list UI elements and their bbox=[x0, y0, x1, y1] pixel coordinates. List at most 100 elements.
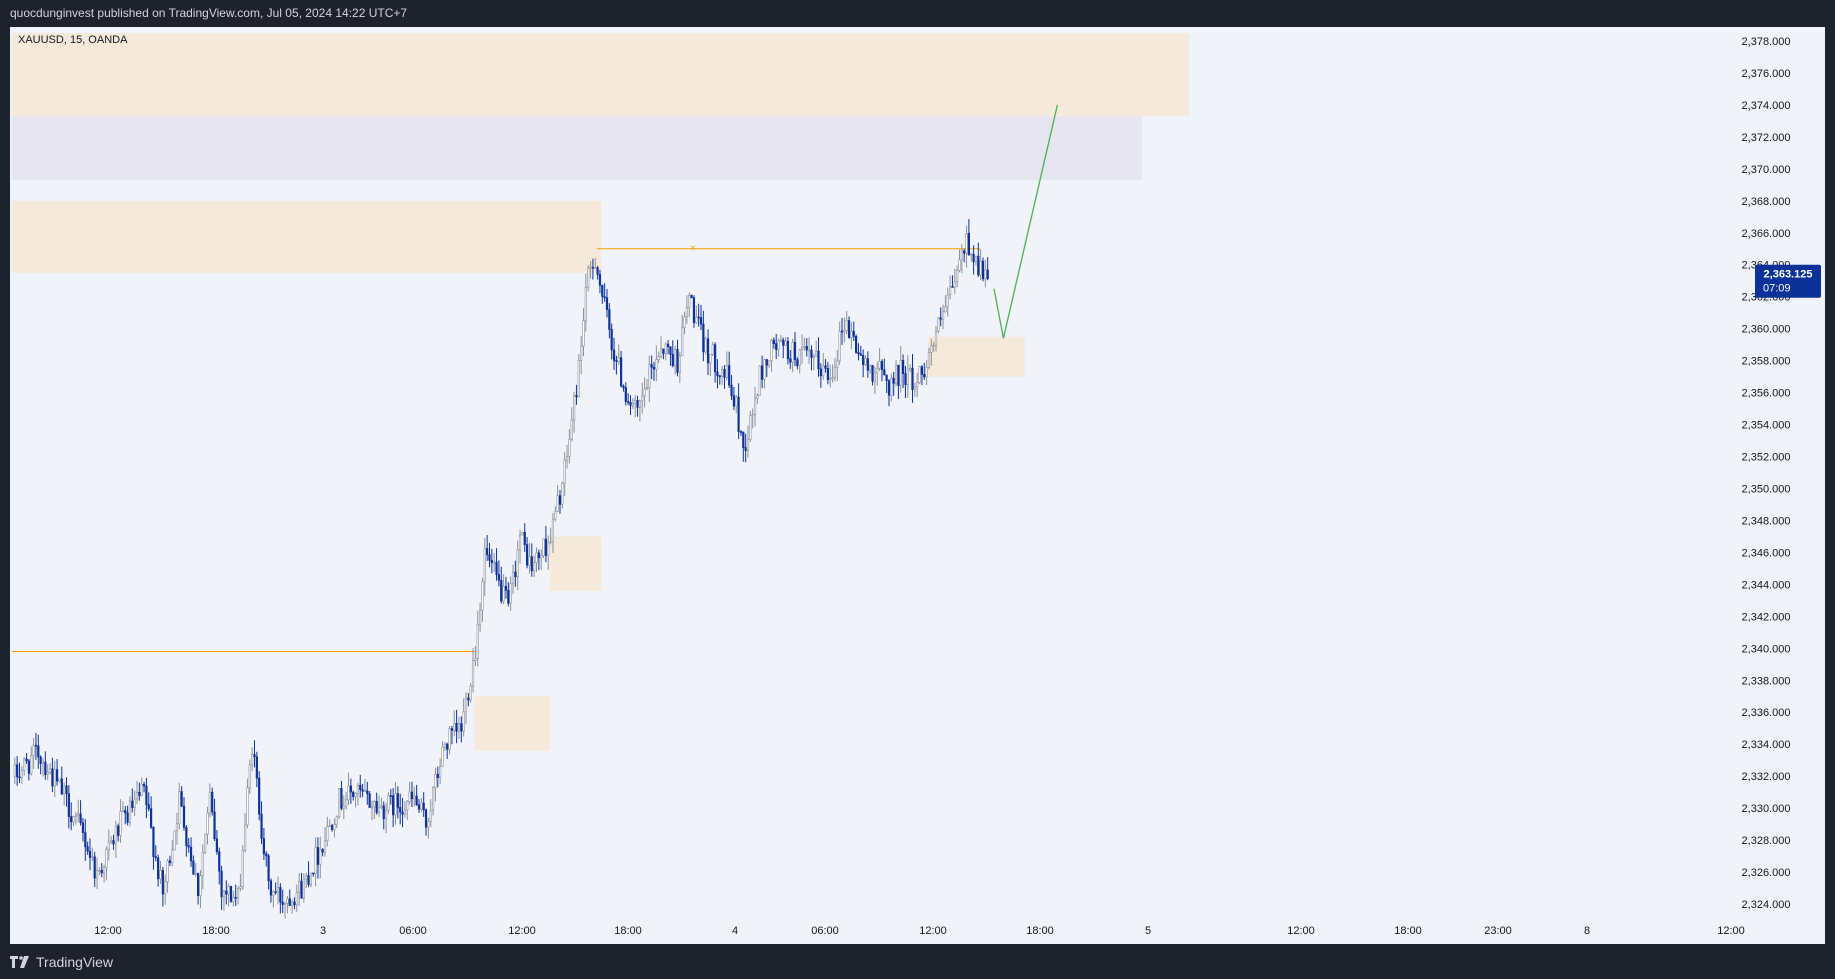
candle bbox=[981, 257, 985, 282]
candle bbox=[972, 245, 975, 275]
candle bbox=[380, 797, 383, 810]
candle bbox=[730, 375, 733, 401]
candle-body bbox=[568, 438, 571, 457]
candle-body bbox=[901, 360, 905, 374]
candle-body bbox=[920, 366, 923, 375]
candle bbox=[913, 382, 916, 397]
candle bbox=[662, 348, 665, 360]
candle bbox=[716, 359, 719, 389]
candle-body bbox=[86, 846, 89, 852]
candle-body bbox=[577, 360, 580, 398]
candle-body bbox=[709, 354, 712, 364]
candle-body bbox=[756, 395, 759, 399]
candle bbox=[756, 393, 759, 404]
candle bbox=[575, 384, 578, 405]
candle-body bbox=[241, 850, 244, 887]
candle-body bbox=[810, 349, 813, 358]
candle bbox=[166, 858, 169, 893]
candle-body bbox=[692, 297, 696, 323]
candle-body bbox=[187, 845, 190, 848]
candle bbox=[932, 341, 935, 352]
candle bbox=[892, 371, 895, 396]
candle bbox=[779, 335, 782, 343]
candle bbox=[326, 816, 329, 847]
candle-body bbox=[450, 728, 454, 731]
candle bbox=[171, 839, 174, 867]
candle bbox=[187, 838, 190, 853]
candle-body bbox=[439, 766, 442, 778]
brand-name[interactable]: TradingView bbox=[36, 953, 114, 970]
candle-body bbox=[631, 402, 634, 406]
candle-body bbox=[20, 770, 23, 778]
candle-body bbox=[793, 341, 797, 360]
candle-body bbox=[307, 875, 310, 885]
candle bbox=[974, 255, 978, 266]
time-tick-label: 18:00 bbox=[202, 925, 230, 937]
candle-body bbox=[55, 769, 59, 782]
candle bbox=[580, 336, 583, 375]
price-tick-label: 2,330.000 bbox=[1742, 803, 1791, 815]
candle bbox=[434, 767, 437, 802]
zone-2[interactable] bbox=[11, 200, 602, 273]
time-tick-label: 4 bbox=[732, 925, 738, 937]
candle bbox=[366, 781, 369, 805]
candle bbox=[408, 781, 411, 805]
candle-body bbox=[549, 541, 552, 544]
tradingview-logo-icon[interactable] bbox=[10, 955, 30, 968]
candle bbox=[871, 365, 874, 386]
candle bbox=[904, 365, 907, 399]
candle-body bbox=[446, 743, 449, 750]
candle-body bbox=[107, 841, 110, 850]
candle-body bbox=[688, 294, 691, 308]
time-tick-label: 06:00 bbox=[399, 925, 427, 937]
candle bbox=[941, 304, 945, 329]
candle-body bbox=[18, 776, 21, 779]
candle-body bbox=[723, 369, 726, 378]
candle-body bbox=[288, 898, 291, 906]
zone-5[interactable] bbox=[928, 336, 1025, 377]
zone-0[interactable] bbox=[11, 33, 1189, 117]
candle bbox=[488, 543, 491, 568]
candle-body bbox=[154, 856, 157, 859]
zone-3[interactable] bbox=[549, 536, 602, 591]
candle-body bbox=[431, 787, 435, 811]
candle-body bbox=[589, 266, 592, 269]
projection-path[interactable] bbox=[993, 104, 1059, 339]
time-tick-label: 12:00 bbox=[1287, 925, 1315, 937]
candle-body bbox=[464, 697, 468, 713]
candle bbox=[878, 348, 881, 372]
candle-body bbox=[737, 396, 740, 432]
candle bbox=[274, 882, 277, 895]
candle bbox=[81, 817, 85, 842]
candle bbox=[739, 430, 743, 437]
candle-body bbox=[359, 784, 362, 790]
candle-body bbox=[417, 804, 421, 810]
candle bbox=[98, 867, 101, 876]
candle-body bbox=[251, 754, 254, 766]
candle bbox=[225, 880, 228, 905]
candle-body bbox=[862, 355, 865, 365]
candle-body bbox=[664, 343, 667, 354]
price-tick-label: 2,360.000 bbox=[1742, 324, 1791, 336]
zone-4[interactable] bbox=[474, 696, 550, 751]
candle bbox=[319, 836, 322, 879]
candle-body bbox=[699, 317, 703, 325]
candle bbox=[112, 834, 115, 850]
candle bbox=[627, 393, 630, 405]
candle bbox=[676, 339, 679, 377]
price-tick-label: 2,338.000 bbox=[1742, 675, 1791, 687]
candle-body bbox=[643, 388, 646, 397]
candle bbox=[678, 352, 681, 384]
candle-body bbox=[984, 269, 987, 280]
price-tick-label: 2,366.000 bbox=[1742, 228, 1791, 240]
candle-body bbox=[255, 756, 258, 779]
candle bbox=[265, 851, 268, 867]
candle-body bbox=[967, 233, 970, 256]
candle-body bbox=[805, 346, 808, 351]
candle-body bbox=[48, 768, 52, 773]
zone-1[interactable] bbox=[11, 116, 1142, 181]
candle-body bbox=[655, 359, 658, 370]
candle-body bbox=[786, 340, 790, 360]
candle-body bbox=[563, 459, 566, 484]
